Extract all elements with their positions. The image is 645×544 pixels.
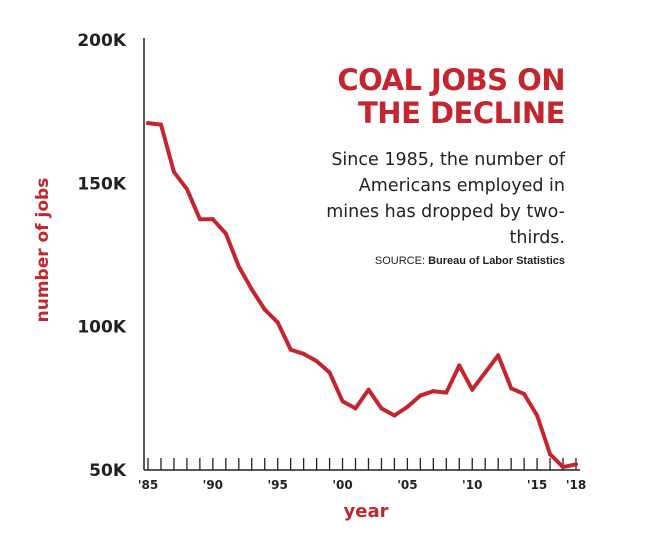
data-point-2000 bbox=[340, 399, 345, 404]
data-point-2015 bbox=[535, 413, 540, 418]
data-point-1987 bbox=[171, 169, 176, 174]
data-point-2002 bbox=[366, 387, 371, 392]
data-point-2014 bbox=[522, 392, 527, 397]
data-point-2012 bbox=[496, 353, 501, 358]
x-tick-labels: '85 '90 '95 '00 '05 '10 '15 '18 bbox=[138, 478, 586, 492]
source-note: SOURCE: Bureau of Labor Statistics bbox=[375, 255, 565, 267]
x-tick-label-1985: '85 bbox=[138, 478, 158, 492]
data-point-1986 bbox=[158, 122, 163, 127]
data-point-1991 bbox=[223, 231, 228, 236]
data-point-1993 bbox=[249, 287, 254, 292]
source-label: SOURCE: bbox=[374, 255, 426, 267]
data-point-2009 bbox=[457, 363, 462, 368]
data-point-2016 bbox=[548, 452, 553, 457]
x-tick-label-2010: '10 bbox=[462, 478, 482, 492]
data-point-2008 bbox=[444, 390, 449, 395]
data-point-1997 bbox=[301, 351, 306, 356]
y-tick-label-150k: 150K bbox=[77, 174, 126, 194]
data-point-2017 bbox=[561, 465, 566, 470]
x-tick-label-2005: '05 bbox=[397, 478, 417, 492]
x-tick-label-2018: '18 bbox=[566, 478, 586, 492]
x-tick-label-2015: '15 bbox=[527, 478, 547, 492]
series-line-coal-jobs bbox=[146, 121, 578, 470]
x-tick-label-2000: '00 bbox=[332, 478, 352, 492]
data-point-2004 bbox=[392, 413, 397, 418]
data-point-2001 bbox=[353, 406, 358, 411]
y-tick-label-50k: 50K bbox=[89, 461, 127, 481]
data-point-1990 bbox=[210, 217, 215, 222]
y-tick-label-100k: 100K bbox=[77, 318, 126, 338]
source-name: Bureau of Labor Statistics bbox=[428, 255, 565, 267]
data-point-1992 bbox=[236, 264, 241, 269]
y-axis-title: number of jobs bbox=[33, 178, 53, 323]
data-point-2011 bbox=[483, 370, 488, 375]
data-point-2007 bbox=[431, 389, 436, 394]
x-axis-title: year bbox=[344, 501, 389, 522]
chart-title: COAL JOBS ON THE DECLINE bbox=[337, 64, 565, 130]
data-point-1996 bbox=[288, 347, 293, 352]
data-point-1995 bbox=[275, 320, 280, 325]
chart-title-line-2: THE DECLINE bbox=[358, 96, 565, 130]
data-point-1994 bbox=[262, 307, 267, 312]
chart-subtitle: Since 1985, the number of Americans empl… bbox=[326, 150, 565, 248]
data-point-2006 bbox=[418, 393, 423, 398]
x-tick-label-1995: '95 bbox=[268, 478, 288, 492]
data-point-2005 bbox=[405, 404, 410, 409]
data-point-1999 bbox=[327, 370, 332, 375]
x-tick-marks bbox=[147, 458, 577, 470]
y-tick-labels: 50K 100K 150K 200K bbox=[77, 31, 126, 481]
data-points bbox=[146, 121, 578, 470]
x-tick-label-1990: '90 bbox=[203, 478, 223, 492]
data-point-1985 bbox=[146, 121, 150, 126]
data-point-1988 bbox=[184, 187, 189, 192]
data-point-2013 bbox=[509, 386, 514, 391]
data-point-1989 bbox=[197, 217, 202, 222]
data-point-2010 bbox=[470, 387, 475, 392]
data-point-1998 bbox=[314, 359, 319, 364]
y-tick-label-200k: 200K bbox=[77, 31, 126, 51]
chart-title-line-1: COAL JOBS ON bbox=[337, 63, 565, 97]
data-point-2003 bbox=[379, 406, 384, 411]
data-point-2018 bbox=[574, 462, 578, 467]
